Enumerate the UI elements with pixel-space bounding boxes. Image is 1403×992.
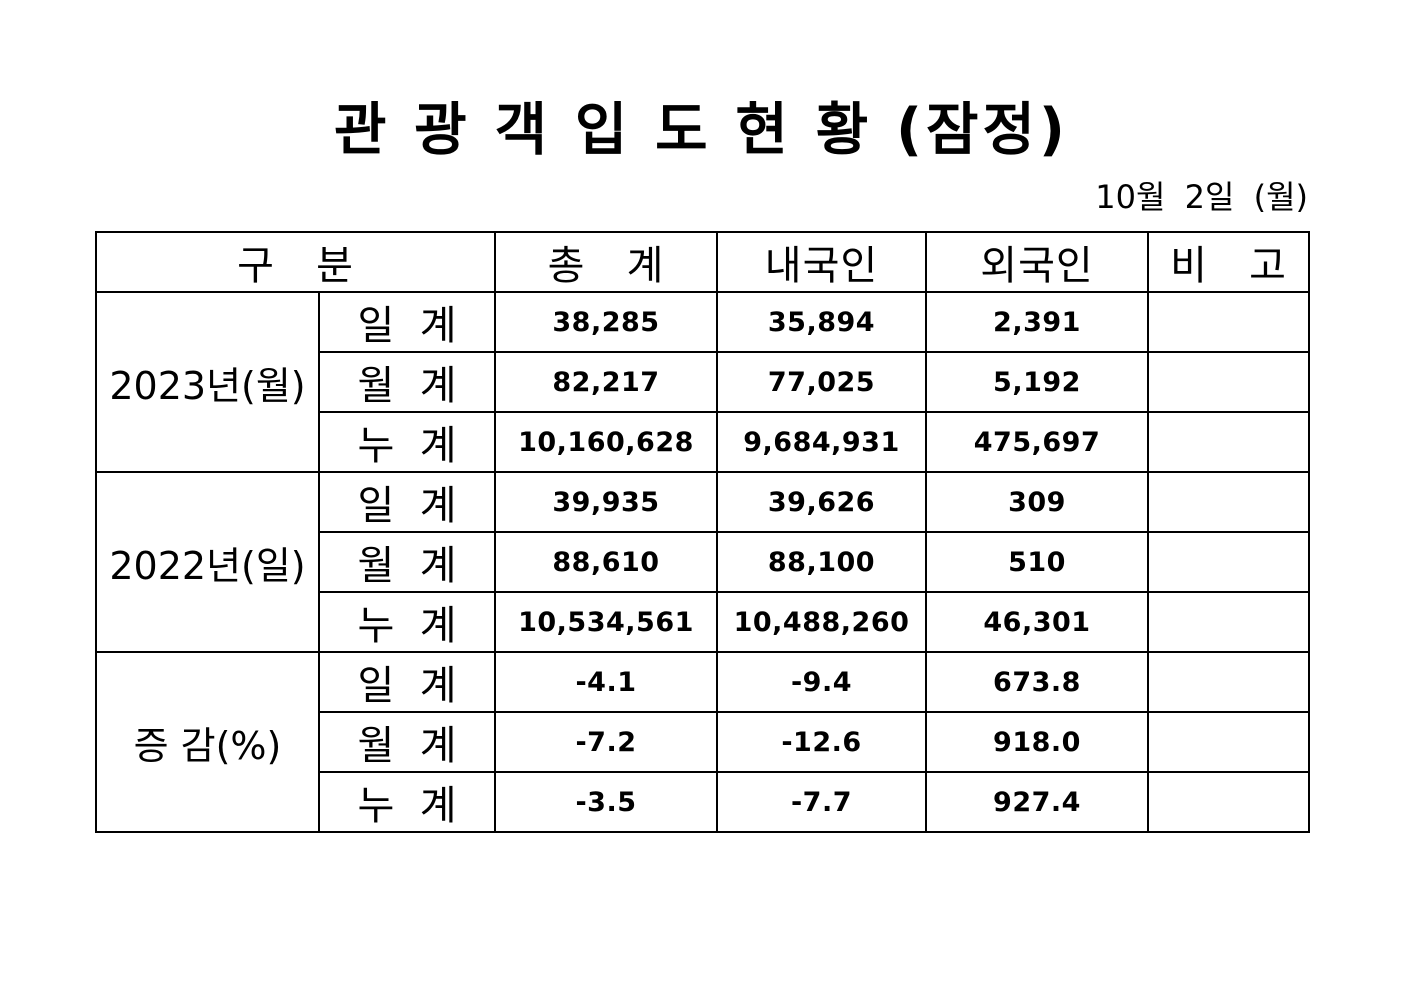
domestic-value: 88,100	[716, 531, 927, 593]
remarks-cell	[1147, 531, 1310, 593]
foreign-value: 918.0	[925, 711, 1149, 773]
section-label-change: 증 감(%)	[95, 651, 320, 833]
domestic-value: -7.7	[716, 771, 927, 833]
page-title: 관 광 객 입 도 현 황 (잠정)	[334, 97, 1069, 163]
table-row: 월 계 -7.2 -12.6 918.0	[96, 711, 1310, 773]
domestic-value: 39,626	[716, 471, 927, 533]
table-row: 증 감(%) 일 계 -4.1 -9.4 673.8	[95, 651, 1310, 833]
header-total: 총 계	[494, 231, 718, 293]
foreign-value: 510	[925, 531, 1149, 593]
remarks-cell	[1147, 711, 1310, 773]
row-label-cumulative: 누 계	[318, 411, 496, 473]
domestic-value: -12.6	[716, 711, 927, 773]
date-label: 10월 2일 (월)	[1095, 178, 1308, 216]
domestic-value: 77,025	[716, 351, 927, 413]
section-label-2023: 2023년(월)	[95, 291, 320, 473]
remarks-cell	[1147, 471, 1310, 533]
domestic-value: -9.4	[716, 651, 927, 713]
section-label-2022: 2022년(일)	[95, 471, 320, 653]
header-foreign: 외국인	[925, 231, 1149, 293]
table-row: 누 계 10,160,628 9,684,931 475,697	[96, 411, 1310, 473]
remarks-cell	[1147, 651, 1310, 713]
row-label-daily: 일 계	[318, 471, 496, 533]
tourist-arrivals-table: 구 분 총 계 내국인 외국인 비 고 2023년(월) 일 계 38,285 …	[95, 231, 1310, 833]
row-label-cumulative: 누 계	[318, 591, 496, 653]
total-value: -4.1	[494, 651, 718, 713]
domestic-value: 10,488,260	[716, 591, 927, 653]
table-row: 2023년(월) 일 계 38,285 35,894 2,391	[95, 291, 1310, 473]
total-value: -7.2	[494, 711, 718, 773]
header-domestic: 내국인	[716, 231, 927, 293]
header-remarks: 비 고	[1147, 231, 1310, 293]
foreign-value: 46,301	[925, 591, 1149, 653]
row-label-daily: 일 계	[318, 291, 496, 353]
foreign-value: 309	[925, 471, 1149, 533]
foreign-value: 927.4	[925, 771, 1149, 833]
total-value: 88,610	[494, 531, 718, 593]
row-label-monthly: 월 계	[318, 351, 496, 413]
row-label-monthly: 월 계	[318, 531, 496, 593]
foreign-value: 2,391	[925, 291, 1149, 353]
remarks-cell	[1147, 351, 1310, 413]
total-value: -3.5	[494, 771, 718, 833]
domestic-value: 9,684,931	[716, 411, 927, 473]
total-value: 10,160,628	[494, 411, 718, 473]
table-row: 누 계 10,534,561 10,488,260 46,301	[96, 591, 1310, 653]
total-value: 39,935	[494, 471, 718, 533]
domestic-value: 35,894	[716, 291, 927, 353]
foreign-value: 673.8	[925, 651, 1149, 713]
table-row: 누 계 -3.5 -7.7 927.4	[96, 771, 1310, 833]
total-value: 38,285	[494, 291, 718, 353]
foreign-value: 5,192	[925, 351, 1149, 413]
row-label-daily: 일 계	[318, 651, 496, 713]
table-row: 2022년(일) 일 계 39,935 39,626 309	[95, 471, 1310, 653]
remarks-cell	[1147, 291, 1310, 353]
foreign-value: 475,697	[925, 411, 1149, 473]
row-label-monthly: 월 계	[318, 711, 496, 773]
remarks-cell	[1147, 411, 1310, 473]
remarks-cell	[1147, 771, 1310, 833]
row-label-cumulative: 누 계	[318, 771, 496, 833]
table-header-row: 구 분 총 계 내국인 외국인 비 고	[95, 231, 1310, 293]
header-gubun: 구 분	[95, 231, 496, 293]
total-value: 10,534,561	[494, 591, 718, 653]
table-row: 월 계 88,610 88,100 510	[96, 531, 1310, 593]
total-value: 82,217	[494, 351, 718, 413]
table-row: 월 계 82,217 77,025 5,192	[96, 351, 1310, 413]
remarks-cell	[1147, 591, 1310, 653]
